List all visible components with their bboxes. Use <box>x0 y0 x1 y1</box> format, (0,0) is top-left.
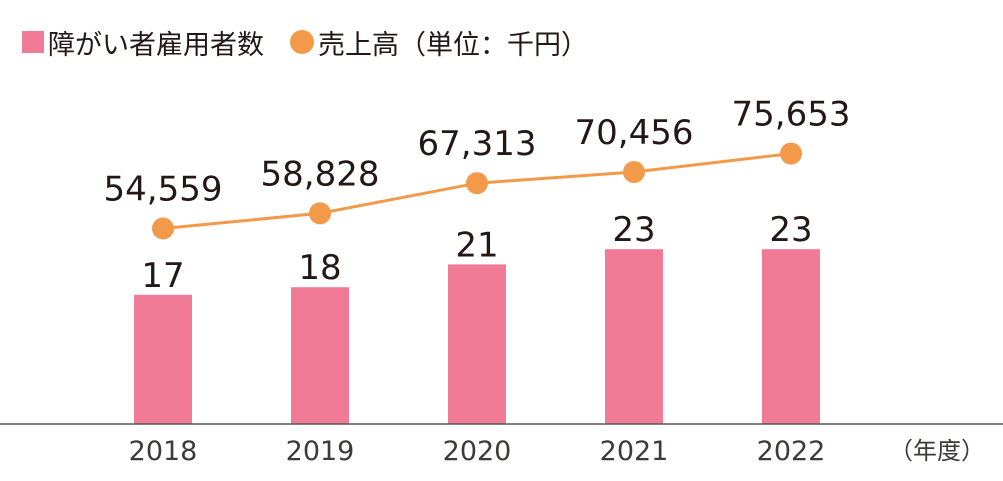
sales-label-2021: 70,456 <box>575 113 694 153</box>
legend-item-employees: 障がい者雇用者数 <box>22 23 264 62</box>
x-tick-label-2021: 2021 <box>600 436 669 467</box>
bar-label-2018: 17 <box>141 256 184 296</box>
legend-item-sales: 売上高（単位：千円） <box>290 23 588 62</box>
sales-label-2018: 54,559 <box>104 170 223 210</box>
labels-layer: 17 18 21 23 23 54,559 58,828 67,313 70,456 75,653 <box>104 95 851 296</box>
bar-label-2021: 23 <box>612 210 655 250</box>
legend-label-employees: 障がい者雇用者数 <box>48 29 264 61</box>
x-tick-label-2022: 2022 <box>757 436 826 467</box>
x-tick-label-2018: 2018 <box>129 436 198 467</box>
bar-label-2020: 21 <box>455 225 498 265</box>
line-layer <box>152 142 802 240</box>
x-tick-label-2019: 2019 <box>286 436 355 467</box>
bar-2019 <box>291 287 349 424</box>
sales-point-2021 <box>623 161 645 184</box>
sales-label-2022: 75,653 <box>732 95 851 135</box>
sales-label-2019: 58,828 <box>261 154 380 194</box>
sales-point-2022 <box>780 142 802 165</box>
sales-point-2018 <box>152 217 174 240</box>
bars-layer <box>134 249 820 424</box>
bar-2020 <box>448 264 506 424</box>
legend: 障がい者雇用者数 売上高（単位：千円） <box>22 23 614 62</box>
sales-point-2019 <box>309 202 331 225</box>
x-axis-ticks: 2018 2019 2020 2021 2022 <box>129 436 826 467</box>
legend-label-sales: 売上高（単位：千円） <box>318 29 588 61</box>
x-axis-unit-label: （年度） <box>889 437 985 465</box>
legend-swatch-sales <box>290 30 314 54</box>
sales-point-2020 <box>466 172 488 195</box>
bar-label-2022: 23 <box>769 210 812 250</box>
bar-label-2019: 18 <box>298 248 341 288</box>
bar-2018 <box>134 294 192 424</box>
x-tick-label-2020: 2020 <box>443 436 512 467</box>
legend-swatch-employees <box>22 31 44 53</box>
sales-label-2020: 67,313 <box>418 124 537 164</box>
bar-2021 <box>605 249 663 424</box>
bar-2022 <box>762 249 820 424</box>
